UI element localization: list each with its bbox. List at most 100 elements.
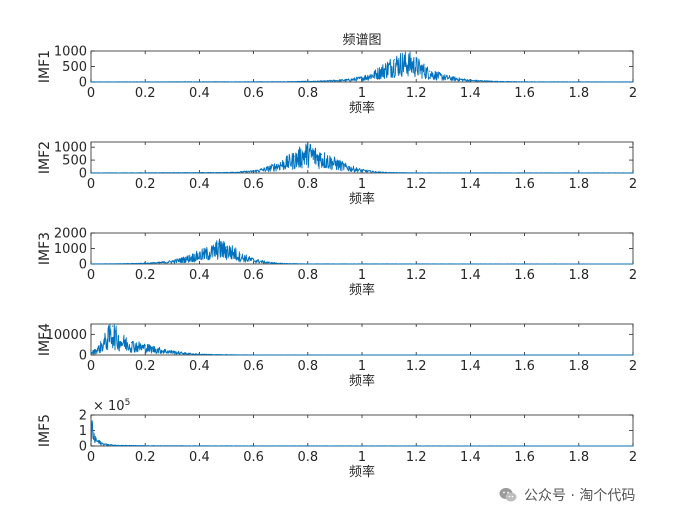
watermark-text: 公众号 · 淘个代码	[524, 488, 636, 504]
x-tick-label: 2	[629, 359, 637, 374]
x-tick-label: 1.2	[406, 359, 427, 374]
x-tick-label: 0	[87, 86, 95, 101]
data-point	[442, 75, 444, 77]
data-point	[280, 162, 282, 164]
x-tick-label: 0.6	[243, 450, 264, 465]
y-tick-label: 0	[79, 258, 87, 273]
x-tick-label: 2	[629, 86, 637, 101]
x-tick-label: 0	[87, 450, 95, 465]
data-point	[91, 420, 93, 422]
x-tick-label: 1.8	[568, 450, 589, 465]
data-point	[524, 81, 526, 83]
data-point	[144, 445, 146, 447]
data-point	[415, 172, 417, 174]
wechat-icon	[499, 488, 517, 502]
x-axis-label: 频率	[349, 282, 375, 298]
data-point	[307, 146, 309, 148]
x-tick-label: 1	[358, 359, 366, 374]
data-point	[225, 354, 228, 356]
data-point	[239, 254, 241, 256]
y-axis-label: IMF2	[37, 141, 53, 174]
x-tick-label: 0.6	[243, 359, 264, 374]
x-tick-label: 1.6	[514, 86, 535, 101]
y-tick-label: 2000	[54, 227, 87, 242]
x-tick-label: 1.4	[460, 86, 481, 101]
data-point	[158, 261, 160, 264]
x-tick-label: 1.8	[568, 177, 589, 192]
x-tick-label: 1.4	[460, 359, 481, 374]
data-point	[253, 354, 255, 356]
data-point	[93, 436, 95, 438]
x-tick-label: 2	[629, 177, 637, 192]
data-point	[280, 81, 282, 83]
y-tick-label: 1	[79, 424, 87, 439]
data-point	[266, 261, 268, 263]
x-axis-label: 频率	[349, 373, 375, 389]
x-tick-label: 0.2	[135, 177, 156, 192]
data-point	[334, 160, 336, 162]
x-tick-label: 0.6	[243, 177, 264, 192]
data-point	[212, 247, 214, 250]
data-point	[131, 262, 133, 265]
data-point	[101, 442, 103, 444]
data-point	[117, 335, 119, 337]
data-point	[374, 71, 377, 73]
data-point	[280, 262, 282, 264]
data-point	[112, 325, 114, 327]
x-tick-label: 0.4	[189, 450, 210, 465]
x-tick-label: 2	[629, 450, 637, 465]
data-point	[253, 170, 255, 172]
y-tick-label: 1000	[54, 242, 87, 257]
data-point	[98, 346, 100, 348]
x-tick-label: 1.6	[514, 450, 535, 465]
spectrum-line-1	[90, 51, 634, 83]
data-point	[95, 438, 98, 440]
data-point	[90, 263, 92, 265]
x-tick-label: 0.8	[297, 177, 318, 192]
x-tick-label: 1.8	[568, 86, 589, 101]
data-point	[253, 258, 255, 260]
data-point	[320, 153, 322, 155]
x-tick-label: 1.2	[406, 450, 427, 465]
data-point	[185, 257, 187, 259]
data-point	[388, 62, 390, 64]
x-tick-label: 1.4	[460, 268, 481, 283]
data-point	[117, 444, 119, 446]
data-point	[415, 61, 417, 63]
data-point	[312, 149, 314, 151]
x-tick-label: 0.4	[189, 177, 210, 192]
x-tick-label: 0	[87, 359, 95, 374]
x-tick-label: 1	[358, 86, 366, 101]
data-point	[92, 431, 94, 433]
data-point	[225, 246, 228, 248]
x-tick-label: 0.2	[135, 450, 156, 465]
data-point	[374, 171, 377, 173]
data-point	[632, 172, 634, 174]
data-point	[198, 353, 200, 355]
x-tick-label: 0.2	[135, 86, 156, 101]
x-tick-label: 1.4	[460, 450, 481, 465]
x-tick-label: 1	[358, 450, 366, 465]
data-point	[347, 78, 350, 81]
data-point	[393, 59, 396, 61]
watermark: 公众号 · 淘个代码	[498, 483, 635, 507]
data-point	[293, 155, 295, 157]
data-point	[90, 172, 92, 174]
x-tick-label: 0.2	[135, 359, 156, 374]
data-point	[90, 440, 92, 442]
x-tick-label: 1.6	[514, 177, 535, 192]
spectrum-line-5	[90, 420, 634, 447]
data-point	[109, 329, 111, 331]
y-tick-label: 500	[62, 60, 87, 75]
spectrum-line-4	[90, 323, 634, 356]
x-tick-label: 1.2	[406, 86, 427, 101]
x-tick-label: 0	[87, 268, 95, 283]
y-tick-label: 500	[62, 154, 87, 169]
y-axis-label: IMF1	[37, 50, 53, 83]
y-exponent-label: × 105	[93, 398, 130, 414]
x-tick-label: 0.4	[189, 268, 210, 283]
x-tick-label: 1.2	[406, 268, 427, 283]
x-tick-label: 0.8	[297, 268, 318, 283]
